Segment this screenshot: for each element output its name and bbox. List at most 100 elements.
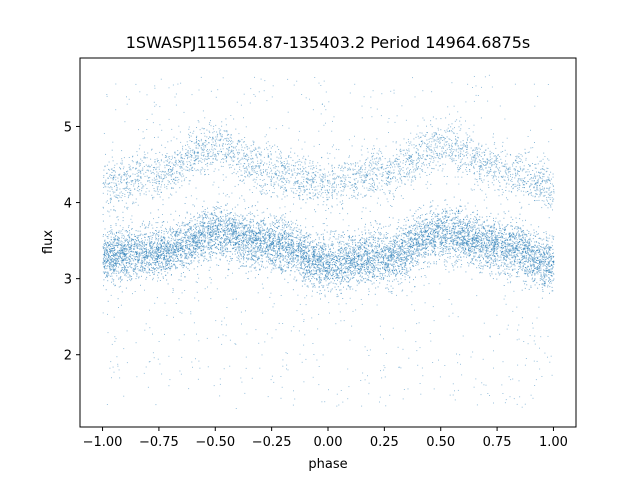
data-point — [411, 253, 413, 255]
data-point — [434, 238, 436, 240]
data-point — [289, 259, 291, 261]
data-point — [245, 232, 247, 234]
data-point — [460, 230, 461, 232]
data-point — [278, 238, 280, 240]
data-point — [485, 245, 486, 247]
data-point — [170, 230, 172, 232]
data-point — [306, 246, 308, 248]
data-point — [337, 273, 339, 275]
data-point — [287, 242, 289, 244]
data-point — [249, 230, 251, 232]
data-point — [349, 265, 351, 267]
data-point — [416, 262, 417, 264]
data-point — [344, 259, 346, 261]
data-point — [466, 215, 468, 217]
data-point — [411, 237, 413, 239]
data-point — [494, 246, 496, 248]
data-point — [118, 278, 120, 280]
data-point — [236, 246, 238, 248]
data-point — [472, 233, 474, 235]
data-point — [322, 257, 324, 259]
data-point — [506, 257, 508, 259]
data-point — [344, 258, 346, 260]
data-point — [368, 271, 369, 273]
data-point — [241, 265, 243, 267]
data-point — [151, 237, 153, 239]
data-point — [383, 277, 385, 279]
data-point — [110, 260, 112, 262]
data-point — [359, 271, 361, 273]
data-point — [275, 246, 277, 248]
data-point — [313, 270, 315, 272]
data-point — [540, 274, 542, 276]
data-point — [405, 235, 407, 237]
data-point — [360, 266, 362, 268]
data-point — [393, 279, 395, 281]
data-point — [221, 245, 223, 247]
data-point — [317, 262, 319, 264]
data-point — [552, 267, 554, 269]
data-point — [384, 243, 386, 245]
data-point — [514, 252, 516, 253]
data-point — [193, 229, 194, 230]
data-point — [356, 252, 358, 254]
data-point — [443, 253, 445, 255]
data-point — [184, 258, 186, 260]
data-point — [280, 266, 282, 268]
data-point — [440, 237, 442, 239]
data-point — [262, 220, 264, 222]
data-point — [212, 230, 214, 232]
data-point — [434, 228, 436, 230]
data-point — [207, 216, 208, 218]
data-point — [152, 262, 154, 264]
data-point — [463, 256, 465, 258]
data-point — [411, 254, 413, 256]
data-point — [516, 233, 518, 235]
data-point — [279, 242, 281, 244]
data-point — [191, 230, 193, 232]
data-point — [330, 281, 332, 283]
data-point — [326, 264, 328, 266]
data-point — [465, 253, 467, 255]
data-point — [262, 260, 264, 262]
data-point — [371, 250, 373, 252]
data-point — [427, 239, 429, 241]
data-point — [179, 231, 181, 233]
data-point — [364, 259, 366, 261]
data-point — [425, 243, 427, 245]
data-point — [439, 226, 441, 228]
data-point — [309, 267, 311, 269]
data-point — [247, 229, 249, 231]
data-point — [193, 251, 195, 253]
data-point — [134, 242, 136, 244]
data-point — [420, 228, 422, 230]
data-point — [274, 245, 276, 247]
data-point — [386, 262, 388, 264]
data-point — [492, 252, 494, 253]
data-point — [248, 230, 250, 232]
data-point — [318, 276, 320, 277]
data-point — [157, 239, 159, 241]
data-point — [160, 249, 161, 251]
data-point — [158, 248, 160, 249]
data-point — [337, 255, 339, 256]
data-point — [463, 235, 465, 237]
data-point — [228, 242, 229, 244]
data-point — [527, 262, 529, 263]
data-point — [312, 285, 314, 287]
data-point — [275, 215, 277, 217]
data-point — [119, 244, 121, 246]
data-point — [176, 243, 178, 245]
data-point — [327, 274, 329, 276]
data-point — [545, 256, 547, 258]
data-point — [325, 270, 327, 272]
data-point — [169, 262, 170, 264]
data-point — [507, 240, 509, 241]
data-point — [533, 255, 535, 257]
data-point — [402, 246, 404, 248]
data-point — [385, 236, 387, 238]
data-point — [356, 254, 358, 256]
data-point — [461, 230, 463, 231]
data-point — [454, 250, 456, 251]
data-point — [409, 226, 411, 228]
